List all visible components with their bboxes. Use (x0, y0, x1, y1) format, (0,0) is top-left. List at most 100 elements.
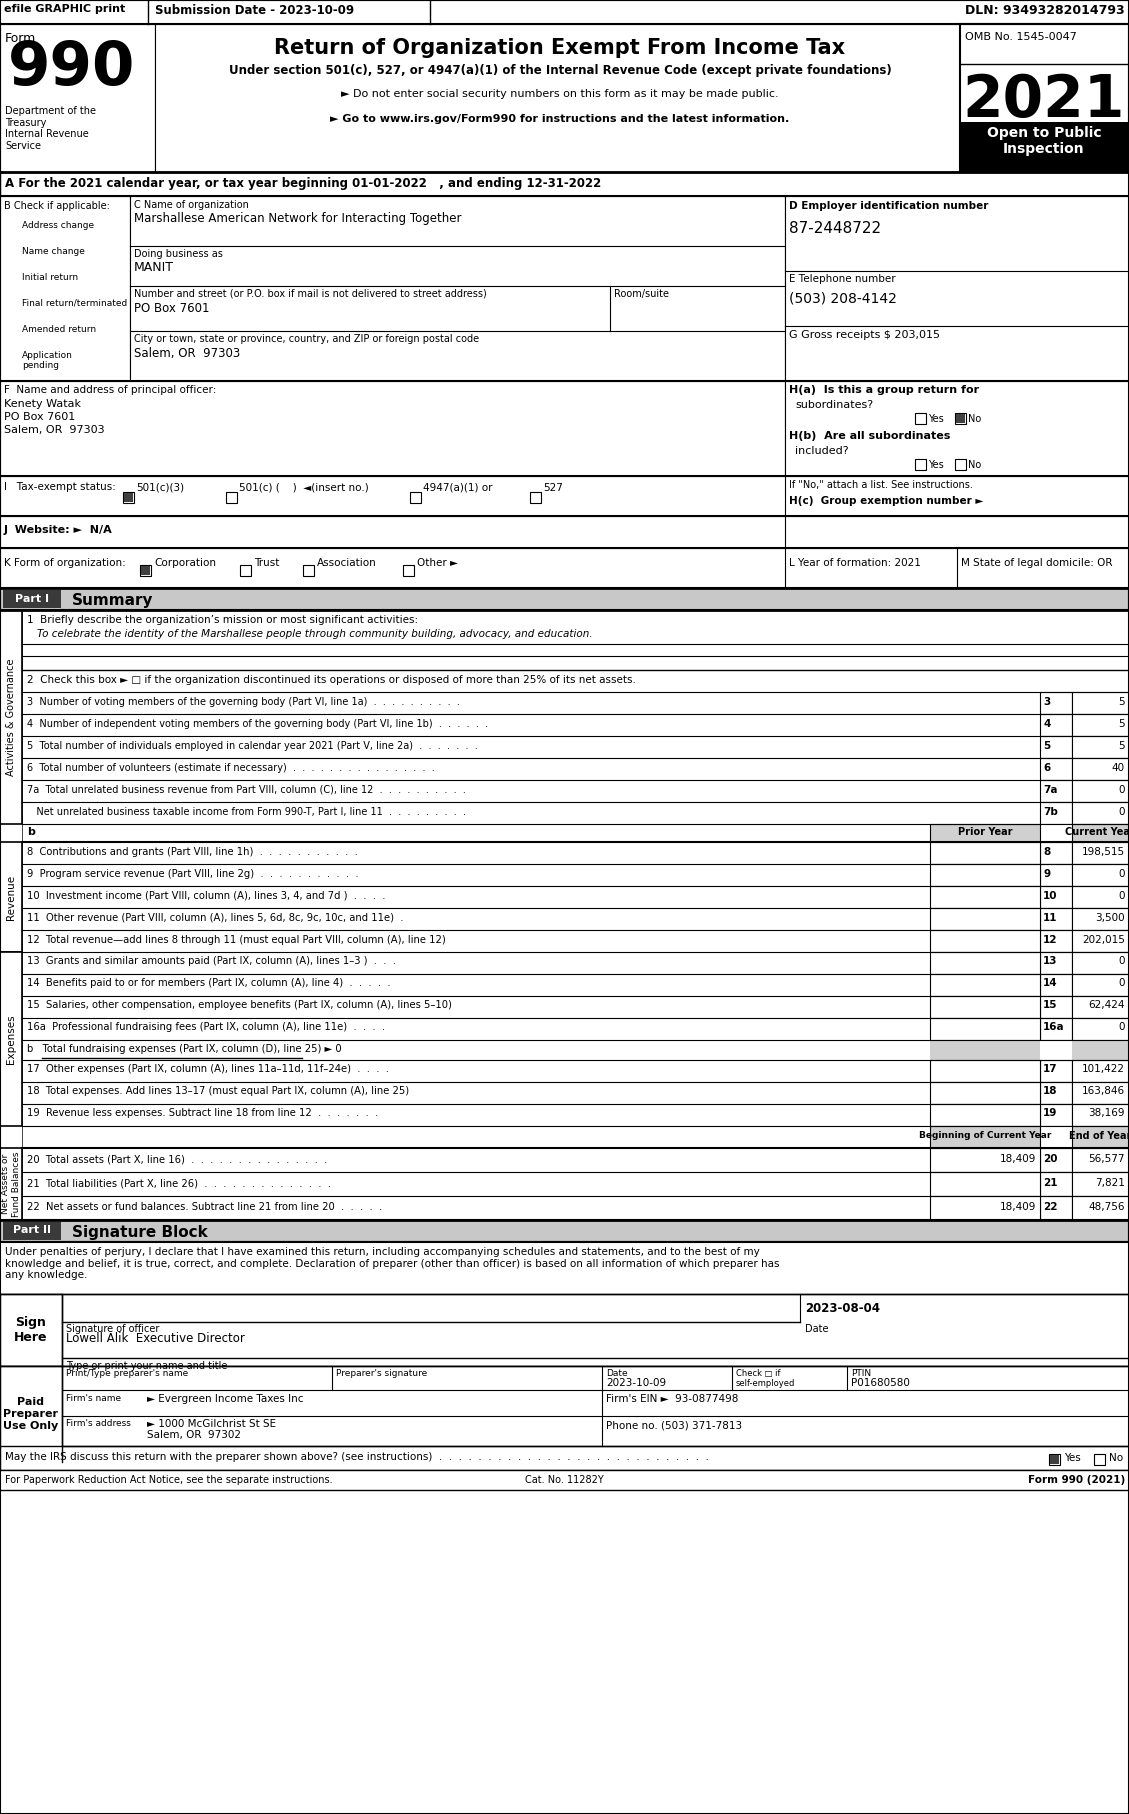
Bar (1040, 715, 1073, 736)
Bar (1073, 996, 1129, 1018)
Text: 17: 17 (1043, 1065, 1058, 1074)
Bar (930, 952, 1040, 974)
Bar (3, 590, 61, 608)
Text: Revenue: Revenue (6, 874, 16, 920)
Bar (226, 492, 237, 502)
Text: 990: 990 (8, 38, 135, 98)
Bar (1073, 974, 1129, 996)
Bar (930, 842, 1040, 863)
Text: Firm's EIN ►  93-0877498: Firm's EIN ► 93-0877498 (606, 1393, 738, 1404)
Bar (930, 1195, 1040, 1221)
Text: 16a  Professional fundraising fees (Part IX, column (A), line 11e)  .  .  .  .: 16a Professional fundraising fees (Part … (27, 1021, 385, 1032)
Text: Firm's name: Firm's name (65, 1393, 121, 1402)
Text: included?: included? (795, 446, 849, 455)
Text: Application
pending: Application pending (21, 350, 73, 370)
Bar (1040, 1172, 1073, 1195)
Text: 12: 12 (1043, 934, 1058, 945)
Bar (21, 669, 1129, 691)
Text: 18: 18 (1043, 1087, 1058, 1096)
Text: H(b)  Are all subordinates: H(b) Are all subordinates (789, 432, 951, 441)
Bar (21, 974, 1129, 996)
Text: 9  Program service revenue (Part VIII, line 2g)  .  .  .  .  .  .  .  .  .  .  .: 9 Program service revenue (Part VIII, li… (27, 869, 359, 880)
Text: 15: 15 (1043, 1000, 1058, 1010)
Bar (1073, 863, 1129, 885)
Bar (0, 1469, 1129, 1489)
Bar (0, 515, 1129, 548)
Bar (21, 842, 1129, 863)
Text: 2  Check this box ► □ if the organization discontinued its operations or dispose: 2 Check this box ► □ if the organization… (27, 675, 636, 686)
Bar (930, 1018, 1040, 1039)
Bar (785, 196, 1129, 381)
Text: 4: 4 (1043, 718, 1050, 729)
Text: Date: Date (606, 1370, 628, 1379)
Bar (0, 24, 155, 172)
Text: Signature of officer: Signature of officer (65, 1324, 159, 1333)
Bar (530, 492, 541, 502)
Bar (1073, 885, 1129, 909)
Text: 4947(a)(1) or: 4947(a)(1) or (423, 483, 492, 493)
Text: 501(c) (    )  ◄(insert no.): 501(c) ( ) ◄(insert no.) (239, 483, 369, 493)
Bar (1040, 758, 1073, 780)
Bar (1040, 1081, 1073, 1105)
Text: DLN: 93493282014793: DLN: 93493282014793 (965, 4, 1124, 16)
Text: Part II: Part II (14, 1224, 51, 1235)
Bar (1094, 1455, 1105, 1466)
Text: Salem, OR  97303: Salem, OR 97303 (134, 346, 240, 359)
Bar (0, 548, 1129, 588)
Bar (0, 1366, 1129, 1462)
Text: 20  Total assets (Part X, line 16)  .  .  .  .  .  .  .  .  .  .  .  .  .  .  .: 20 Total assets (Part X, line 16) . . . … (27, 1154, 327, 1165)
Text: Under penalties of perjury, I declare that I have examined this return, includin: Under penalties of perjury, I declare th… (5, 1246, 779, 1281)
Text: F  Name and address of principal officer:: F Name and address of principal officer: (5, 385, 217, 395)
Bar (0, 1366, 62, 1462)
Text: 16a: 16a (1043, 1021, 1065, 1032)
Text: Corporation: Corporation (154, 559, 216, 568)
Bar (130, 196, 785, 381)
Bar (914, 414, 926, 424)
Bar (1073, 1195, 1129, 1221)
Text: 198,515: 198,515 (1082, 847, 1124, 856)
Text: 202,015: 202,015 (1082, 934, 1124, 945)
Bar (1073, 1018, 1129, 1039)
Text: Preparer's signature: Preparer's signature (336, 1370, 427, 1379)
Text: Amended return: Amended return (21, 325, 96, 334)
Text: City or town, state or province, country, and ZIP or foreign postal code: City or town, state or province, country… (134, 334, 479, 345)
Text: Open to Public
Inspection: Open to Public Inspection (987, 125, 1101, 156)
Text: 62,424: 62,424 (1088, 1000, 1124, 1010)
Text: Check □ if
self-employed: Check □ if self-employed (736, 1370, 795, 1388)
Text: 15  Salaries, other compensation, employee benefits (Part IX, column (A), lines : 15 Salaries, other compensation, employe… (27, 1000, 452, 1010)
Text: P01680580: P01680580 (851, 1379, 910, 1388)
Text: Yes: Yes (928, 461, 944, 470)
Text: M State of legal domicile: OR: M State of legal domicile: OR (961, 559, 1112, 568)
Bar (410, 492, 421, 502)
Bar (0, 588, 1129, 610)
Text: 14  Benefits paid to or for members (Part IX, column (A), line 4)  .  .  .  .  .: 14 Benefits paid to or for members (Part… (27, 978, 391, 989)
Bar (21, 824, 1129, 842)
Bar (930, 996, 1040, 1018)
Text: 6  Total number of volunteers (estimate if necessary)  .  .  .  .  .  .  .  .  .: 6 Total number of volunteers (estimate i… (27, 764, 435, 773)
Bar (21, 952, 1129, 974)
Text: Net unrelated business taxable income from Form 990-T, Part I, line 11  .  .  . : Net unrelated business taxable income fr… (27, 807, 466, 816)
Bar (123, 492, 134, 502)
Bar (1040, 842, 1073, 863)
Bar (0, 475, 1129, 515)
Text: Current Year: Current Year (1065, 827, 1129, 836)
Bar (1073, 1148, 1129, 1172)
Text: 48,756: 48,756 (1088, 1203, 1124, 1212)
Text: 20: 20 (1043, 1154, 1058, 1165)
Text: 8: 8 (1043, 847, 1050, 856)
Bar (1040, 780, 1073, 802)
Text: 17  Other expenses (Part IX, column (A), lines 11a–11d, 11f–24e)  .  .  .  .: 17 Other expenses (Part IX, column (A), … (27, 1065, 390, 1074)
Text: 5: 5 (1119, 718, 1124, 729)
Text: Form: Form (5, 33, 36, 45)
Bar (21, 863, 1129, 885)
Text: 2021: 2021 (963, 73, 1126, 129)
Text: Activities & Governance: Activities & Governance (6, 658, 16, 776)
Bar (955, 414, 966, 424)
Bar (1073, 1059, 1129, 1081)
Text: Expenses: Expenses (6, 1014, 16, 1063)
Text: Date: Date (805, 1324, 829, 1333)
Bar (0, 610, 21, 824)
Text: 13  Grants and similar amounts paid (Part IX, column (A), lines 1–3 )  .  .  .: 13 Grants and similar amounts paid (Part… (27, 956, 396, 967)
Text: b   Total fundraising expenses (Part IX, column (D), line 25) ► 0: b Total fundraising expenses (Part IX, c… (27, 1045, 342, 1054)
Bar (930, 931, 1040, 952)
